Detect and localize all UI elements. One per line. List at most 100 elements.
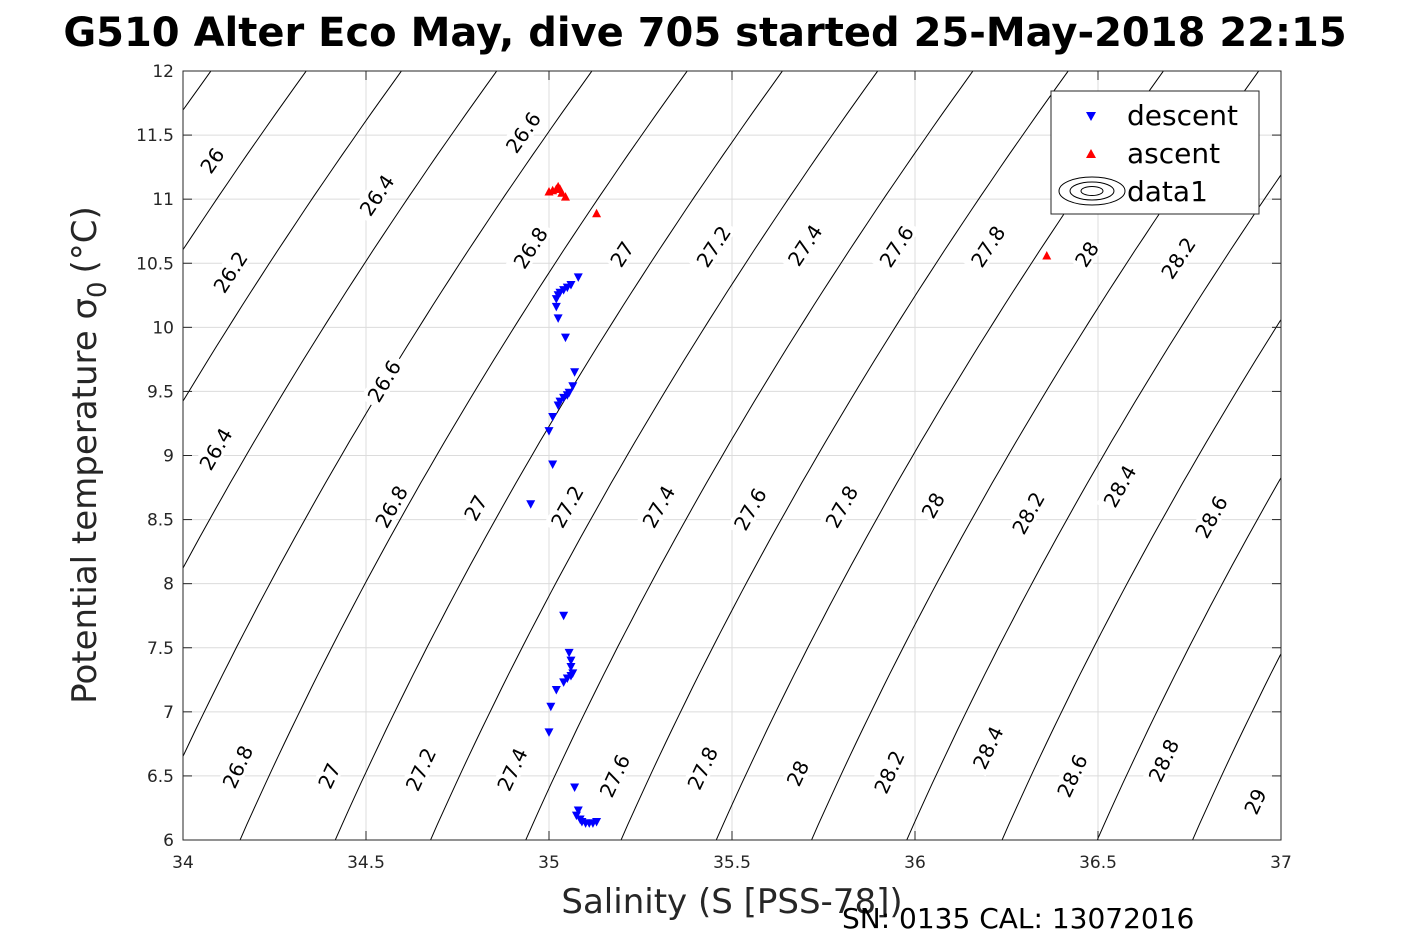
contour-label-bg [351,166,401,224]
ascent-point [557,188,567,197]
y-axis-label: Potential temperature σ0 (°C) [65,206,113,704]
isopycnal-line [239,71,688,840]
y-tick-label: 6 [163,831,174,851]
ascent-point [592,208,602,218]
y-axis-label-main: Potential temperature σ [65,298,105,704]
y-axis-label-unit: (°C) [65,206,105,273]
contour-label-bg [360,351,407,410]
x-tick-label: 36 [904,853,926,873]
contour-label-bg [1141,730,1185,790]
y-tick-label: 12 [152,62,174,82]
contour-label-bg [312,757,345,794]
contour-label-bg [915,486,950,524]
descent-point [546,702,556,712]
isopycnal-line [183,71,593,758]
contour-label-bg [1096,456,1143,515]
descent-point [553,314,563,323]
x-tick-label: 35.5 [713,853,751,873]
descent-point [548,413,558,422]
contour-label-bg [490,739,533,799]
contour-label-bg [457,489,492,526]
y-tick-label: 9.5 [147,382,174,402]
contour-label-bg [871,217,920,275]
legend-ascent-label: ascent [1127,137,1220,170]
axis-ticks: 34 34.5 35 35.5 36 36.5 37 6 6.5 7 7.5 8 8.5 9 9.5 10 10… [136,62,1292,873]
x-tick-label: 34 [172,853,194,873]
contour-label-bg [780,216,829,274]
contour-label-bg [193,141,230,179]
isopycnal-line [620,71,1069,840]
y-tick-label: 8 [163,575,174,595]
y-tick-label: 11 [152,190,174,210]
y-tick-label: 9 [163,447,174,467]
descent-point [562,283,572,293]
y-tick-label: 10.5 [136,254,174,274]
isopycnal-line [183,71,307,251]
legend-ascent-marker [1086,149,1096,158]
descent-point [548,460,558,469]
descent-point [568,382,578,391]
isopycnal-line [1096,476,1281,840]
chart-title: G510 Alter Eco May, dive 705 started 25-… [63,10,1346,56]
contour-label-bg [205,243,254,301]
descent-point [553,401,563,411]
descent-point [566,671,576,681]
contour-label-bg [543,477,590,536]
y-tick-label: 11.5 [136,126,174,146]
descent-point [570,783,580,792]
isopycnal-line [430,71,879,840]
contour-label-bg [1068,235,1104,273]
isopycnal-contours [183,71,1281,840]
descent-point [559,286,569,295]
x-tick-label: 34.5 [347,853,385,873]
descent-point [551,686,561,695]
contour-label-bg [963,217,1012,275]
contour-label-bg [1187,487,1234,546]
descent-point [592,818,602,827]
contour-label-bg [726,479,773,538]
descent-point [573,273,583,282]
contour-label-bg [1004,483,1051,542]
contour-label-bg [191,419,239,478]
y-tick-label: 7 [163,703,174,723]
descent-point [566,662,576,672]
contour-label-bg [215,737,259,796]
contour-label-bg [818,477,864,536]
contour-label-bg [680,738,724,797]
y-tick-label: 7.5 [147,639,174,659]
data-markers [526,181,1052,828]
contour-label-bg [867,742,910,801]
ascent-point [560,192,570,201]
descent-point [564,648,574,658]
legend-contour-icon [1058,176,1126,206]
y-tick-label: 8.5 [147,511,174,531]
descent-point [559,678,569,687]
isopycnal-line [1001,318,1281,840]
descent-point [544,728,554,737]
contour-label-bg [505,218,554,276]
isopycnal-line [334,71,784,840]
contour-label-bg [688,217,737,275]
y-axis-label-subscript: 0 [83,281,113,298]
contour-label-bg [592,746,636,805]
descent-point [566,656,576,666]
contour-label-bg [398,739,442,799]
x-tick-label: 35 [538,853,560,873]
isopycnal-line [183,71,498,570]
y-tick-label: 6.5 [147,767,174,787]
legend: descent ascent data1 [1050,90,1260,215]
legend-data1-label: data1 [1127,175,1208,208]
descent-point [559,611,569,621]
descent-point [560,333,570,343]
isopycnal-line [1192,652,1281,840]
contour-label-bg [603,235,639,273]
ascent-point [1042,251,1052,260]
contour-label-bg [965,718,1009,777]
serial-calibration-annotation: SN: 0135 CAL: 13072016 [842,902,1194,935]
contour-label-bg [1050,746,1093,805]
descent-point [526,500,536,509]
descent-point [566,281,576,290]
contour-label-bg [780,754,814,792]
contour-label-bg [367,477,414,536]
